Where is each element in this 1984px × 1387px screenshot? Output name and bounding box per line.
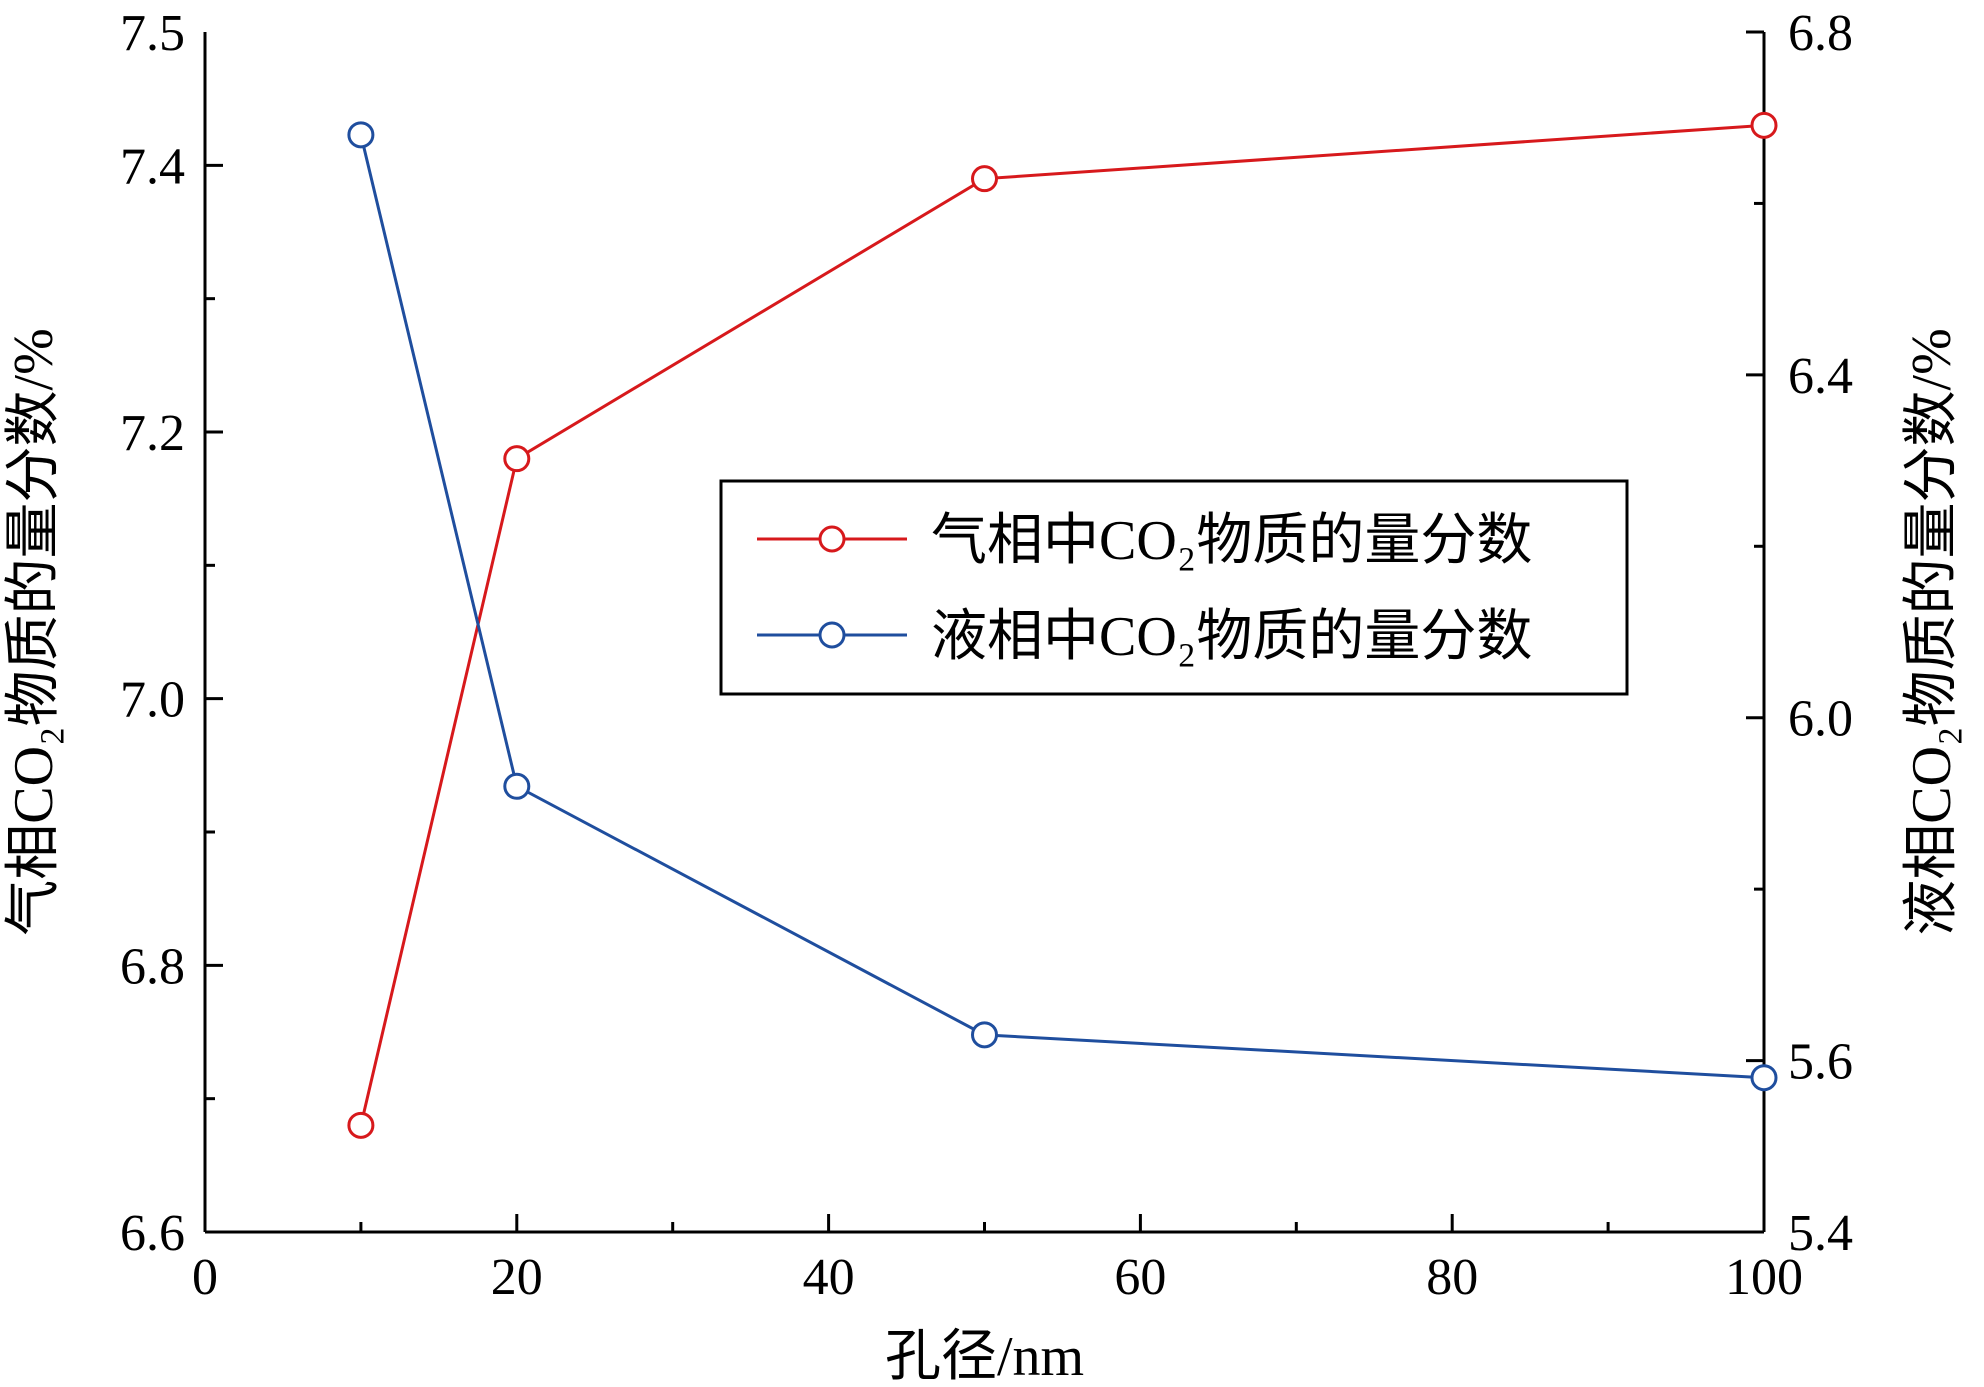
left-y-tick-label: 7.5: [120, 5, 185, 62]
right-y-tick-label: 6.4: [1788, 348, 1853, 405]
x-tick-label: 20: [491, 1249, 543, 1306]
x-tick-label: 60: [1114, 1249, 1166, 1306]
axes: 0 20 40 60 80 100 6.6 6.8 7.0 7.2 7.4 7.5 5.4 5.6 6.0 6…: [3, 5, 1963, 1387]
series-1-point: [971, 1021, 998, 1049]
left-y-tick-label: 6.6: [120, 1205, 185, 1262]
legend-label-1: 液相中CO₂物质的量分数: [931, 606, 1532, 668]
x-tick-label: 100: [1725, 1249, 1803, 1306]
right-y-tick-label: 6.0: [1788, 691, 1853, 748]
left-y-tick-label: 7.4: [120, 138, 185, 195]
series-0-point: [503, 445, 531, 473]
series-0-point: [347, 1111, 375, 1139]
series-line-0: [359, 123, 1765, 1126]
x-tick-label: 80: [1426, 1249, 1478, 1306]
legend-label-0: 气相中CO₂物质的量分数: [931, 510, 1532, 572]
legend-marker-1: [818, 621, 846, 649]
series-line-1: [359, 134, 1765, 1080]
series-0-point: [1750, 111, 1778, 139]
left-y-tick-label: 6.8: [120, 938, 185, 995]
legend-box: [719, 479, 1629, 696]
x-axis-title: 孔径/nm: [885, 1326, 1084, 1387]
right-y-tick-label: 5.4: [1788, 1205, 1853, 1262]
left-y-tick-label: 7.2: [120, 405, 185, 462]
right-y-tick-label: 5.6: [1788, 1034, 1853, 1091]
x-tick-label: 0: [192, 1249, 218, 1306]
left-y-tick-label: 7.0: [120, 672, 185, 729]
left-y-axis-title: 气相CO₂物质的量分数/%: [3, 328, 65, 936]
right-y-tick-label: 6.8: [1788, 5, 1853, 62]
series-1-point: [347, 121, 375, 149]
series: [347, 111, 1778, 1139]
series-1-point: [503, 772, 531, 800]
x-tick-label: 40: [803, 1249, 855, 1306]
legend-marker-0: [818, 525, 846, 553]
series-1-point: [1750, 1064, 1778, 1092]
right-y-axis-title: 液相CO₂物质的量分数/%: [1901, 328, 1963, 936]
series-0-point: [971, 165, 998, 193]
